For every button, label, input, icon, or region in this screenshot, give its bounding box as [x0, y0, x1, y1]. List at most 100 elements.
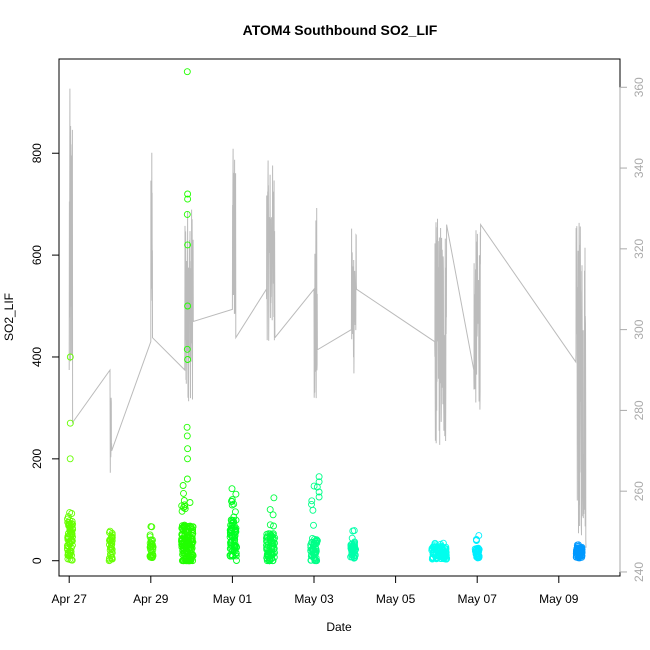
- scatter-point: [267, 533, 275, 541]
- scatter-point: [68, 536, 76, 544]
- y-axis-left: 0 200 400 600 800: [30, 143, 60, 564]
- x-tick-label: May 05: [376, 592, 416, 606]
- scatter-point: [66, 509, 74, 517]
- scatter-point: [231, 508, 239, 516]
- x-tick-label: May 03: [294, 592, 334, 606]
- y-right-tick-label: 340: [632, 158, 646, 178]
- scatter-point: [178, 531, 186, 539]
- scatter-point: [308, 500, 315, 508]
- scatter-point: [233, 557, 240, 564]
- scatter-point: [430, 548, 438, 556]
- scatter-point: [184, 455, 191, 463]
- y-left-tick-label: 200: [30, 449, 44, 469]
- scatter-point: [106, 544, 114, 552]
- scatter-point: [179, 482, 187, 489]
- scatter-point: [186, 499, 194, 506]
- scatter-point: [441, 553, 449, 561]
- x-tick-label: May 01: [213, 592, 253, 606]
- scatter-point: [180, 546, 188, 554]
- scatter-point: [228, 496, 236, 504]
- scatter-point: [264, 550, 272, 558]
- scatter-point: [149, 543, 157, 551]
- scatter-point: [64, 544, 71, 552]
- scatter-point: [183, 475, 191, 483]
- scatter-point: [183, 547, 191, 555]
- scatter-point: [183, 554, 191, 562]
- y-right-tick-label: 320: [632, 239, 646, 259]
- scatter-point: [226, 533, 234, 541]
- scatter-point: [105, 557, 113, 565]
- y-right-tick-label: 280: [632, 400, 646, 420]
- scatter-point: [264, 548, 272, 556]
- scatter-point: [183, 68, 191, 76]
- scatter-point: [269, 511, 277, 519]
- x-tick-label: May 07: [458, 592, 498, 606]
- y-left-tick-label: 400: [30, 347, 44, 367]
- scatter-point: [108, 534, 115, 541]
- scatter-point: [573, 550, 581, 558]
- chart-title: ATOM4 Southbound SO2_LIF: [243, 22, 438, 38]
- scatter-point: [184, 241, 192, 249]
- scatter-point: [315, 473, 323, 481]
- scatter-point: [349, 527, 357, 535]
- scatter-point: [437, 540, 445, 548]
- scatter-point: [146, 533, 154, 541]
- scatter-point: [183, 210, 191, 218]
- scatter-point: [230, 541, 238, 549]
- scatter-point: [263, 537, 270, 545]
- scatter-point: [312, 545, 320, 553]
- x-tick-label: May 09: [539, 592, 579, 606]
- scatter-point: [182, 523, 190, 531]
- scatter-point: [232, 490, 240, 498]
- scatter-point: [310, 521, 317, 529]
- scatter-point: [184, 356, 192, 363]
- scatter-point: [231, 539, 239, 547]
- scatter-point: [228, 551, 236, 559]
- scatter-point: [183, 432, 191, 440]
- x-axis-title: Date: [326, 620, 352, 634]
- scatter-point: [312, 549, 320, 557]
- scatter-point: [315, 478, 323, 486]
- scatter-point: [572, 553, 580, 561]
- scatter-point: [186, 522, 194, 530]
- scatter-point: [184, 190, 192, 198]
- scatter-point: [66, 516, 74, 524]
- x-axis: Apr 27 Apr 29 May 01 May 03 May 05 May 07 May …: [52, 575, 579, 606]
- scatter-point: [228, 517, 236, 525]
- scatter-point: [263, 541, 270, 549]
- secondary-series-line: [68, 88, 587, 548]
- scatter-point: [230, 500, 238, 508]
- scatter-point: [350, 540, 358, 548]
- scatter-point: [442, 548, 450, 556]
- scatter-point: [315, 493, 323, 501]
- scatter-point: [266, 521, 274, 529]
- scatter-point: [69, 526, 77, 534]
- scatter-point: [310, 482, 318, 490]
- scatter-point: [108, 541, 116, 549]
- scatter-point: [178, 507, 186, 515]
- scatter-point: [147, 536, 155, 544]
- scatter-point: [187, 546, 195, 554]
- scatter-point: [226, 526, 234, 534]
- scatter-point: [183, 345, 191, 353]
- scatter-point: [106, 537, 114, 545]
- scatter-point: [308, 538, 316, 546]
- scatter-point: [270, 522, 277, 530]
- scatter-point: [108, 545, 116, 553]
- scatter-point: [266, 557, 274, 565]
- y-right-tick-label: 240: [632, 562, 646, 582]
- y-axis-title: SO2_LIF: [2, 293, 16, 341]
- scatter-point: [308, 497, 316, 505]
- scatter-point: [228, 501, 236, 509]
- scatter-point: [270, 540, 278, 547]
- scatter-point: [184, 302, 192, 310]
- scatter-point: [183, 423, 191, 431]
- y-right-tick-label: 360: [632, 77, 646, 97]
- scatter-point: [473, 537, 480, 544]
- scatter-point: [347, 553, 355, 561]
- scatter-point: [181, 530, 189, 538]
- y-axis-right: 240 260 280 300 320 340 360: [619, 77, 646, 582]
- scatter-point: [188, 534, 196, 542]
- scatter-point: [180, 497, 188, 504]
